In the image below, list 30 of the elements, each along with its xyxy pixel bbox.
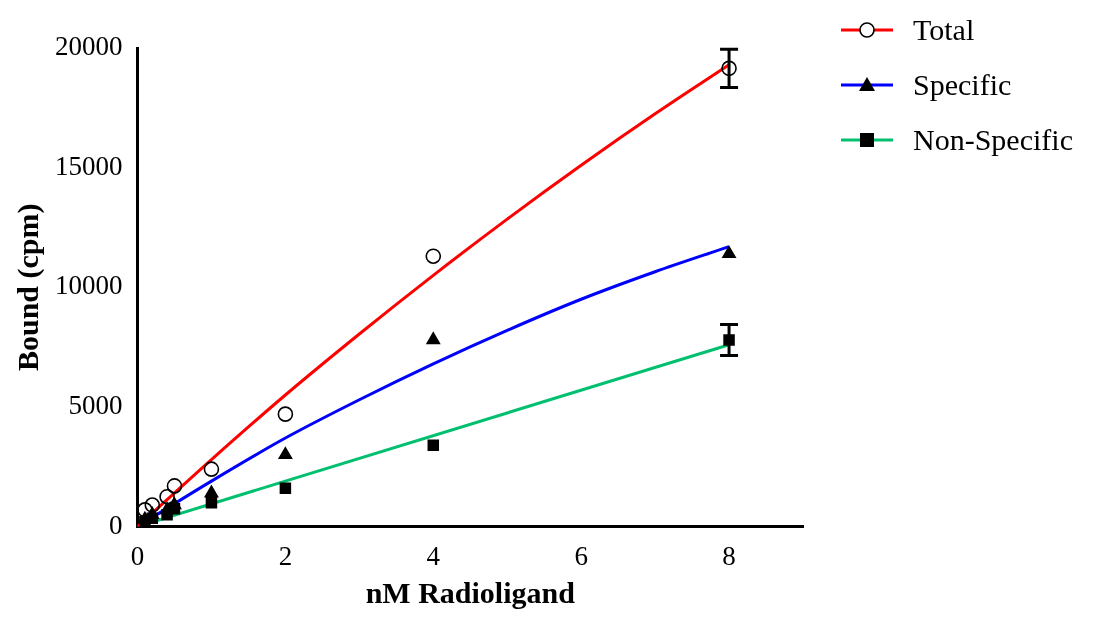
point: [278, 447, 293, 460]
legend-label: Specific: [913, 67, 1012, 101]
y-tick-label: 15000: [55, 150, 123, 181]
point: [426, 332, 441, 345]
point: [159, 488, 175, 505]
point: [160, 502, 174, 515]
y-axis-title: Bound (cpm): [10, 203, 45, 372]
x-tick-label: 2: [278, 540, 293, 571]
y-tick-label: 0: [109, 509, 123, 540]
point: [144, 497, 161, 513]
x-axis-title: nM Radioligand: [365, 575, 576, 609]
point: [205, 496, 218, 509]
point: [427, 439, 440, 451]
y-tick-label: 20000: [55, 31, 123, 62]
y-tick-label: 5000: [68, 390, 123, 421]
y-tick-label: 10000: [55, 270, 123, 301]
legend-label: Non-Specific: [913, 122, 1073, 156]
point: [279, 482, 292, 495]
point: [721, 60, 737, 77]
x-tick-label: 0: [130, 540, 145, 571]
point: [166, 478, 183, 494]
point: [203, 461, 220, 477]
point: [277, 406, 294, 422]
x-tick-label: 4: [426, 540, 441, 571]
point: [722, 246, 736, 259]
legend-label: Total: [913, 12, 975, 46]
point: [204, 485, 219, 498]
x-tick-label: 6: [574, 540, 588, 571]
x-tick-label: 8: [722, 540, 736, 571]
point: [425, 248, 442, 264]
